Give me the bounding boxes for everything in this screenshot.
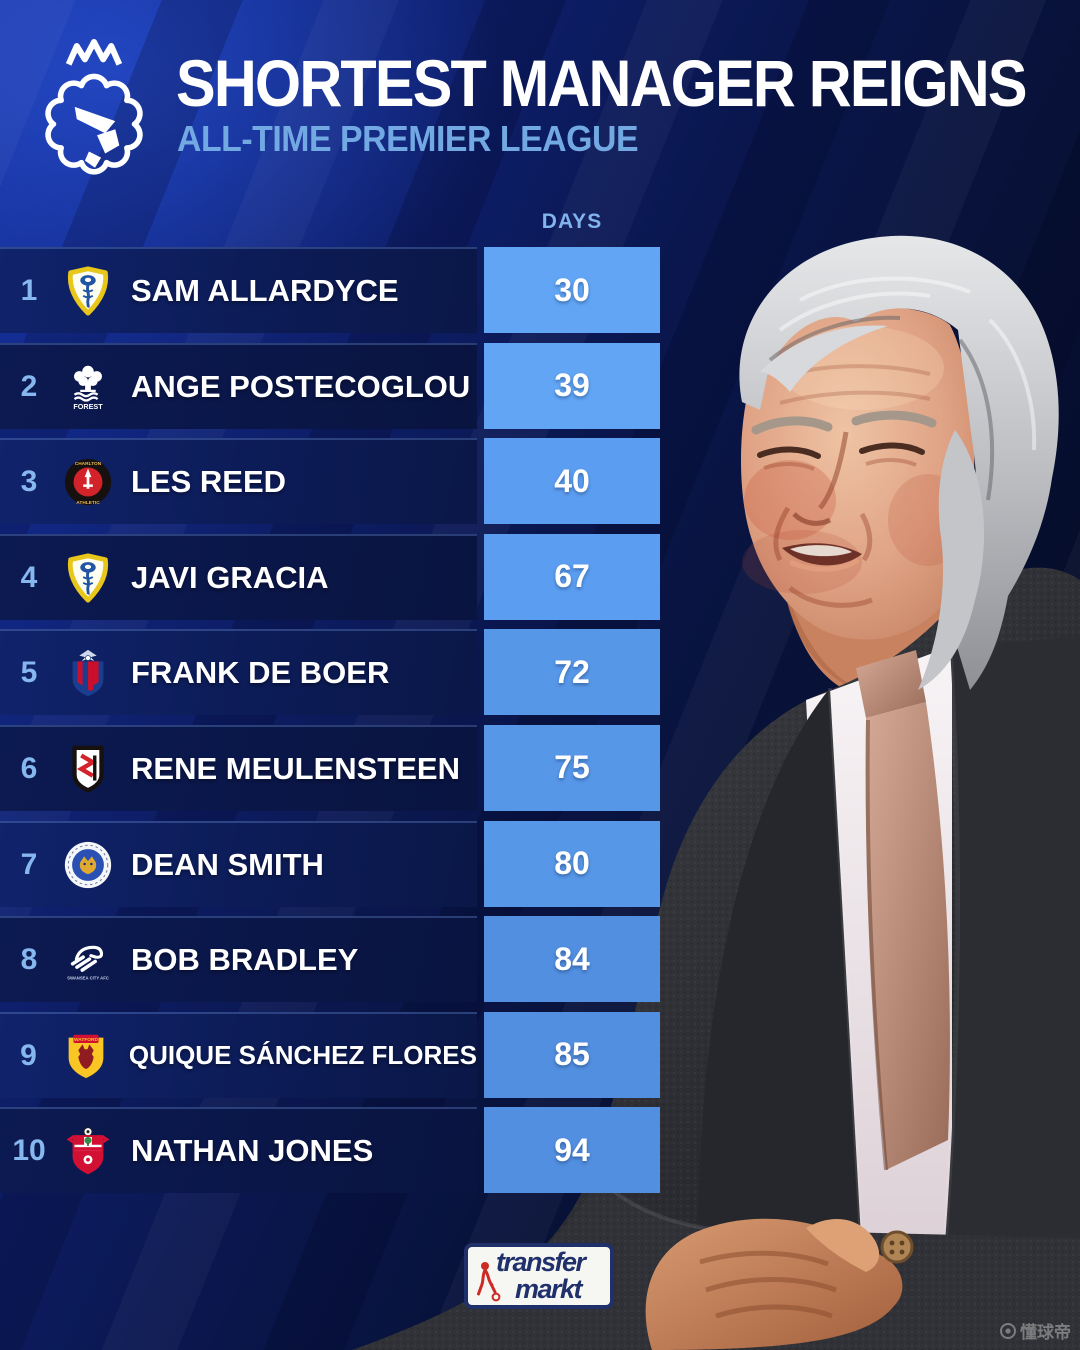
rank-number: 4 (20, 560, 38, 594)
transfermarkt-player-icon (477, 1262, 501, 1302)
manager-name: BOB BRADLEY (131, 942, 359, 978)
svg-text:ATHLETIC: ATHLETIC (76, 500, 100, 506)
manager-name: FRANK DE BOER (131, 655, 390, 691)
transfermarkt-wordmark-line1: transfer (496, 1247, 586, 1277)
svg-text:WATFORD: WATFORD (74, 1037, 98, 1043)
watford-badge: WATFORD (69, 1034, 104, 1078)
manager-name: JAVI GRACIA (131, 559, 329, 595)
svg-text:SWANSEA CITY AFC: SWANSEA CITY AFC (67, 975, 109, 980)
svg-text:CHARLTON: CHARLTON (75, 461, 102, 467)
table-row: 6 RENE MEULENSTEEN 75 (0, 724, 660, 811)
charlton-athletic-badge: CHARLTON ATHLETIC (64, 459, 112, 506)
dongqiudi-icon (1000, 1322, 1016, 1339)
table-row: 9 WATFORD QUIQUE SÁNCHEZ FLORES 85 (0, 1011, 660, 1098)
days-value: 39 (484, 342, 660, 429)
manager-name: QUIQUE SÁNCHEZ FLORES (128, 1040, 477, 1071)
table-row: 3 CHARLTON ATHLETIC LES REED 40 (0, 438, 660, 525)
manager-name: SAM ALLARDYCE (131, 273, 399, 308)
transfermarkt-logo: transfer markt (464, 1243, 614, 1309)
watermark-text: 懂球帝 (1020, 1323, 1071, 1342)
days-column-header: DAYS (541, 210, 603, 233)
days-value: 94 (484, 1107, 660, 1194)
table-row: 5 FRANK DE BOER 72 (0, 629, 660, 716)
table-row: 4 JAVI GRACIA 67 (0, 533, 660, 620)
rank-number: 1 (20, 274, 38, 307)
rank-number: 5 (20, 656, 38, 690)
table-row: 7 DEAN SMITH 80 (0, 820, 660, 907)
transfermarkt-wordmark-line2: markt (515, 1274, 583, 1304)
southampton-badge (66, 1127, 110, 1175)
manager-name: LES REED (131, 464, 287, 500)
table-row: 1 SAM ALLARDYCE 30 (0, 247, 660, 333)
fulham-badge (72, 745, 104, 793)
leeds-united-badge (67, 266, 109, 316)
rank-number: 8 (20, 943, 38, 977)
crystal-palace-badge (72, 650, 104, 697)
rank-number: 7 (20, 847, 38, 881)
days-value: 67 (484, 533, 660, 620)
manager-name: NATHAN JONES (131, 1133, 374, 1169)
leicester-city-badge (64, 841, 112, 888)
leeds-united-badge (67, 553, 109, 603)
dongqiudi-watermark: 懂球帝 (1000, 1318, 1071, 1343)
manager-name: RENE MEULENSTEEN (131, 750, 460, 786)
days-value: 72 (484, 629, 660, 716)
days-value: 85 (484, 1011, 660, 1098)
manager-reigns-table: 1 SAM ALLARDYCE 30 2 (0, 247, 660, 1203)
svg-text:FOREST: FOREST (73, 402, 103, 411)
days-value: 40 (484, 438, 660, 525)
rank-number: 6 (20, 751, 38, 785)
days-value: 84 (484, 916, 660, 1003)
rank-number: 9 (20, 1038, 37, 1072)
days-value: 75 (484, 724, 660, 811)
days-value: 80 (484, 820, 660, 907)
rank-number: 10 (12, 1134, 46, 1168)
manager-name: DEAN SMITH (131, 846, 324, 882)
nottingham-forest-badge: FOREST (73, 365, 103, 411)
table-row: 2 FOREST ANGE POSTECOGLOU 39 (0, 342, 660, 429)
days-value: 30 (484, 247, 660, 333)
manager-name: ANGE POSTECOGLOU (131, 368, 471, 404)
table-row: 8 SWANSEA CITY AFC BOB BRADLEY 84 (0, 916, 660, 1003)
table-row: 10 NATHAN JONES 94 (0, 1107, 660, 1194)
rank-number: 2 (20, 369, 38, 403)
swansea-city-badge: SWANSEA CITY AFC (67, 945, 109, 980)
rank-number: 3 (20, 465, 38, 499)
